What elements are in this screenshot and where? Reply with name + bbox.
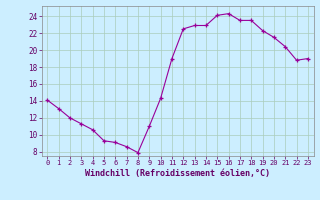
X-axis label: Windchill (Refroidissement éolien,°C): Windchill (Refroidissement éolien,°C) (85, 169, 270, 178)
